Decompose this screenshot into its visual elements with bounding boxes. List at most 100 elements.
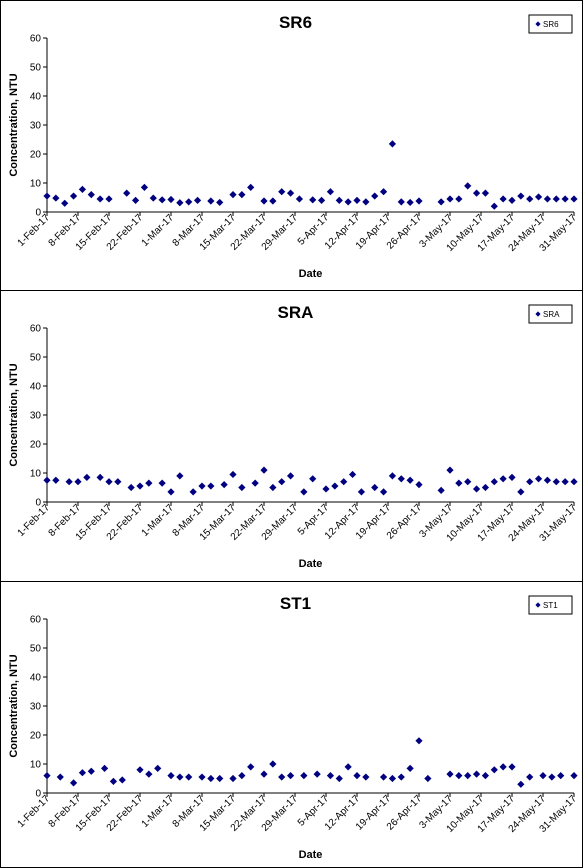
y-tick-label: 60 — [30, 34, 42, 45]
data-point — [65, 478, 73, 486]
y-tick-label: 0 — [35, 789, 41, 800]
data-point — [508, 763, 516, 771]
data-point — [118, 776, 126, 784]
data-point — [517, 780, 525, 788]
data-point — [344, 763, 352, 771]
data-point — [388, 472, 397, 480]
data-point — [548, 773, 556, 781]
y-tick-label: 60 — [30, 615, 42, 626]
data-point — [508, 196, 516, 204]
data-point — [388, 774, 397, 783]
data-point — [158, 196, 166, 204]
data-point — [123, 189, 131, 197]
data-point — [508, 473, 516, 481]
data-point — [154, 764, 162, 772]
data-point — [216, 198, 224, 207]
data-point — [490, 478, 498, 486]
data-point — [238, 483, 246, 492]
data-point — [437, 198, 445, 206]
data-point — [317, 196, 326, 204]
y-tick-label: 0 — [35, 208, 41, 219]
data-point — [207, 774, 215, 783]
data-point — [517, 192, 525, 200]
data-point — [286, 772, 295, 780]
data-point — [167, 488, 175, 496]
series-sr6 — [43, 140, 578, 210]
data-point — [397, 475, 405, 483]
data-point — [309, 196, 317, 204]
data-point — [167, 195, 175, 204]
data-point — [309, 475, 317, 483]
legend: SR6 — [528, 14, 573, 34]
data-point — [490, 202, 498, 210]
data-point — [176, 773, 184, 781]
data-point — [570, 772, 578, 780]
data-point — [552, 478, 560, 486]
data-point — [43, 476, 51, 484]
legend: SRA — [528, 304, 573, 324]
data-point — [424, 774, 432, 783]
y-tick-label: 30 — [30, 121, 42, 132]
x-axis-label: Date — [299, 849, 323, 861]
y-tick-label: 50 — [30, 63, 42, 74]
data-point — [127, 483, 135, 492]
data-point — [406, 476, 414, 484]
data-point — [437, 486, 445, 494]
data-point — [446, 770, 454, 778]
x-tick-label: 1-Mar-17 — [140, 502, 177, 539]
data-point — [105, 478, 113, 486]
x-tick-label: 1-Feb-17 — [16, 212, 53, 249]
data-point — [313, 770, 321, 778]
data-point — [140, 183, 149, 191]
data-point — [464, 772, 472, 780]
data-point — [286, 472, 295, 480]
x-tick-label: 1-Mar-17 — [140, 793, 177, 830]
data-point — [481, 483, 490, 492]
data-point — [543, 476, 552, 484]
data-point — [149, 194, 157, 202]
data-point — [357, 488, 366, 496]
data-point — [561, 195, 569, 203]
data-point — [56, 773, 64, 781]
data-point — [114, 478, 122, 486]
data-point — [526, 478, 534, 486]
data-point — [464, 478, 472, 486]
data-point — [326, 772, 335, 780]
data-point — [78, 185, 87, 193]
data-point — [247, 763, 255, 771]
data-point — [481, 772, 490, 780]
data-point — [238, 191, 246, 199]
data-point — [353, 772, 361, 780]
data-point — [220, 481, 228, 489]
legend-label: SRA — [543, 310, 560, 319]
chart-panel-sra: SRA Concentration, NTU Date 0 10 20 30 40 50 60 1-… — [0, 290, 583, 582]
legend-box — [528, 595, 573, 615]
data-point — [185, 773, 193, 781]
y-tick-label: 50 — [30, 353, 42, 364]
data-point — [198, 482, 206, 490]
legend-marker — [535, 311, 541, 317]
data-point — [388, 140, 397, 148]
data-point — [362, 773, 370, 781]
y-tick-label: 10 — [30, 179, 42, 190]
data-point — [278, 478, 286, 486]
y-tick-label: 40 — [30, 673, 42, 684]
data-point — [105, 195, 113, 203]
chart-panel-st1: ST1 Concentration, NTU Date 0 10 20 30 40 50 60 1-… — [0, 581, 583, 868]
data-point — [379, 488, 388, 496]
data-point — [269, 197, 277, 205]
data-point — [176, 199, 184, 207]
data-point — [295, 195, 304, 203]
y-axis-label: Concentration, NTU — [8, 73, 20, 176]
data-point — [286, 189, 295, 197]
data-point — [490, 766, 498, 774]
data-point — [216, 774, 224, 783]
x-tick-label: 1-Mar-17 — [140, 212, 177, 249]
y-tick-label: 50 — [30, 644, 42, 655]
data-point — [326, 188, 335, 196]
data-point — [534, 475, 543, 483]
chart-svg: ST1 Concentration, NTU Date 0 10 20 30 40 50 60 1-… — [8, 594, 579, 861]
x-tick-label: 1-Feb-17 — [16, 502, 53, 539]
legend-marker — [535, 21, 541, 27]
legend-marker — [535, 602, 541, 608]
